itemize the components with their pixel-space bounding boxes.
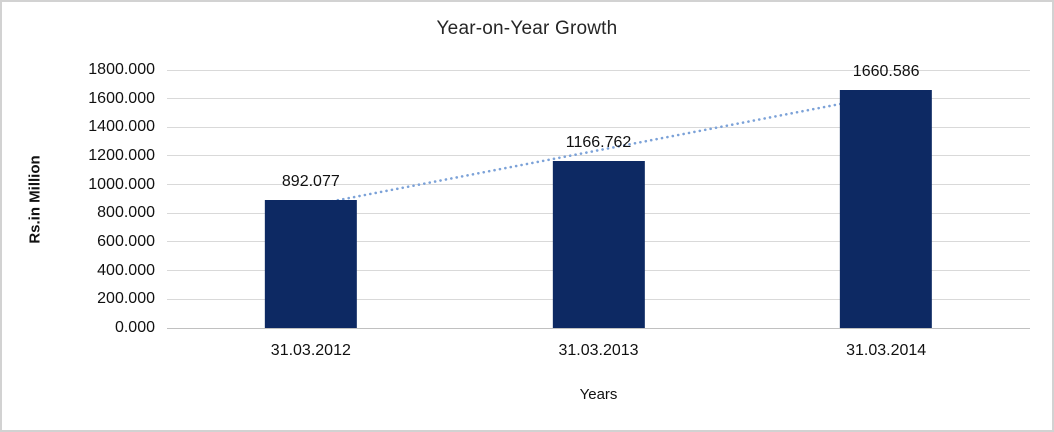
y-tick-label: 1600.000 [88,89,155,107]
gridline [167,98,1030,100]
data-label: 892.077 [281,173,340,191]
y-tick-label: 1800.000 [88,61,155,78]
y-tick-label: 1400.000 [88,118,155,136]
y-tick-label: 0.000 [114,319,155,336]
data-label: 1660.586 [852,62,920,80]
data-label: 1166.762 [565,133,632,151]
plot-area: 892.077 1166.762 1660.586 [167,63,1030,329]
gridline [167,155,1030,157]
y-tick-label: 1000.000 [88,175,155,193]
x-tick-label: 31.03.2012 [270,342,351,359]
trendline [309,93,888,207]
y-tick-label: 1200.000 [88,146,155,164]
chart-title: Year-on-Year Growth [436,18,618,39]
y-tick-label: 800.000 [97,204,155,222]
y-tick-label: 400.000 [97,261,155,279]
bar-31.03.2014 [839,89,933,328]
x-axis-title: Years [579,386,618,403]
y-axis-tick-labels: 1800.000 1600.000 1400.000 1200.000 1000.000… [2,62,155,336]
x-axis-line [167,327,1030,329]
gridline [167,126,1030,128]
gridline [167,69,1030,71]
y-tick-label: 200.000 [97,290,155,308]
y-tick-label: 600.000 [97,232,155,250]
bar-31.03.2013 [552,160,645,328]
x-axis-tick-labels: 31.03.2012 31.03.2013 31.03.2014 [167,342,1030,364]
bar-31.03.2012 [264,200,357,328]
x-tick-label: 31.03.2013 [558,342,639,359]
x-tick-label: 31.03.2014 [846,342,927,359]
